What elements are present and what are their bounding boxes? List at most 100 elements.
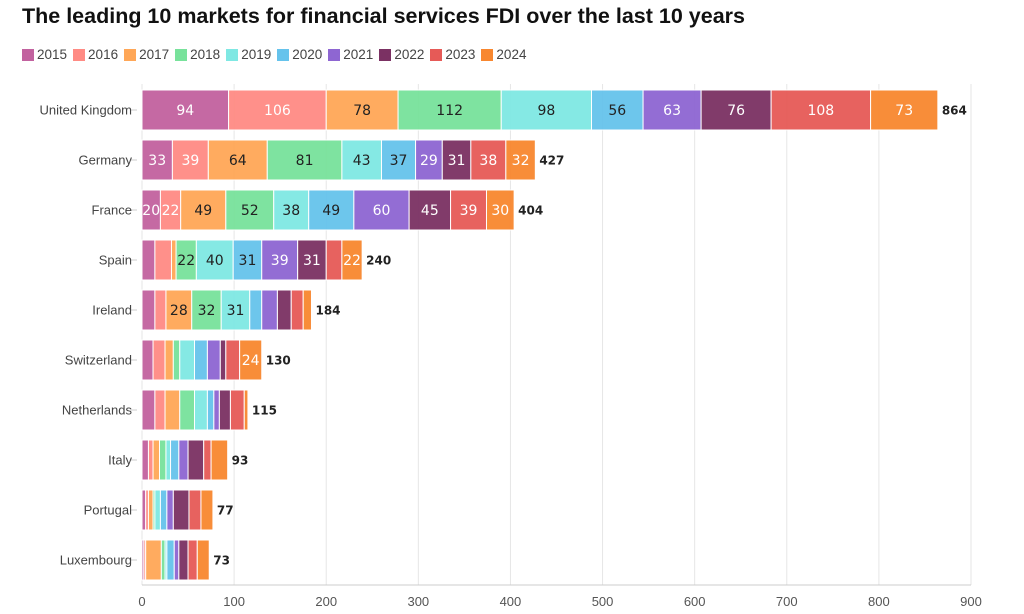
bar-segment-2022[interactable] [172, 489, 190, 531]
bar-segment-2022[interactable] [700, 89, 772, 131]
legend-item-2020[interactable]: 2020 [277, 47, 322, 62]
total-label: 77 [217, 504, 234, 518]
bar-segment-2018[interactable] [172, 339, 181, 381]
bar-segment-2024[interactable] [200, 489, 214, 531]
bar-segment-2017[interactable] [152, 439, 161, 481]
bar-segment-2020[interactable] [380, 139, 417, 181]
bar-segment-2021[interactable] [261, 289, 278, 331]
bar-segment-2019[interactable] [179, 339, 196, 381]
bar-segment-2023[interactable] [290, 289, 304, 331]
legend-item-2018[interactable]: 2018 [175, 47, 220, 62]
bar-segment-2022[interactable] [218, 389, 231, 431]
bar-segment-2016[interactable] [152, 339, 166, 381]
bar-segment-2024[interactable] [243, 389, 249, 431]
bar-segment-2017[interactable] [165, 289, 193, 331]
bar-segment-2024[interactable] [302, 289, 312, 331]
bar-segment-2019[interactable] [273, 189, 310, 231]
bar-segment-2017[interactable] [180, 189, 227, 231]
bar-segment-2018[interactable] [191, 289, 222, 331]
legend-item-2016[interactable]: 2016 [73, 47, 118, 62]
bar-segment-2018[interactable] [225, 189, 275, 231]
bar-segment-2024[interactable] [239, 339, 263, 381]
bar-segment-2019[interactable] [154, 489, 161, 531]
bar-segment-2017[interactable] [207, 139, 268, 181]
bar-segment-2024[interactable] [870, 89, 939, 131]
bar-segment-2016[interactable] [154, 289, 167, 331]
bar-segment-2018[interactable] [159, 439, 167, 481]
bar-segment-2015[interactable] [141, 239, 156, 281]
bar-segment-2020[interactable] [591, 89, 644, 131]
x-tick-label: 900 [960, 594, 982, 609]
bar-segment-2024[interactable] [210, 439, 229, 481]
bar-segment-2018[interactable] [160, 539, 166, 581]
bar-segment-2021[interactable] [353, 189, 410, 231]
bar-segment-2021[interactable] [166, 489, 174, 531]
bar-segment-2018[interactable] [266, 139, 343, 181]
legend-item-2024[interactable]: 2024 [481, 47, 526, 62]
bar-segment-2015[interactable] [141, 289, 156, 331]
bar-segment-2024[interactable] [505, 139, 536, 181]
bar-segment-2020[interactable] [206, 389, 215, 431]
bar-segment-2017[interactable] [147, 489, 154, 531]
bar-segment-2021[interactable] [642, 89, 702, 131]
bar-segment-2015[interactable] [141, 89, 230, 131]
bar-segment-2024[interactable] [341, 239, 363, 281]
bar-segment-2020[interactable] [194, 339, 208, 381]
bar-segment-2015[interactable] [141, 489, 147, 531]
bar-segment-2021[interactable] [206, 339, 221, 381]
bar-segment-2023[interactable] [187, 539, 198, 581]
legend-swatch [22, 48, 34, 61]
bar-segment-2020[interactable] [249, 289, 263, 331]
bar-segment-2024[interactable] [485, 189, 515, 231]
bar-segment-2019[interactable] [500, 89, 593, 131]
segment-label: 73 [895, 103, 913, 119]
legend-item-2021[interactable]: 2021 [328, 47, 373, 62]
bar-segment-2023[interactable] [188, 489, 202, 531]
bar-segment-2024[interactable] [196, 539, 210, 581]
bar-segment-2020[interactable] [232, 239, 263, 281]
bar-segment-2019[interactable] [195, 239, 234, 281]
bar-segment-2020[interactable] [159, 489, 168, 531]
bar-segment-2021[interactable] [173, 539, 180, 581]
bar-segment-2023[interactable] [450, 189, 487, 231]
bar-segment-2021[interactable] [178, 439, 189, 481]
bar-segment-2021[interactable] [415, 139, 443, 181]
bar-segment-2023[interactable] [770, 89, 872, 131]
bar-segment-2017[interactable] [170, 239, 177, 281]
bar-segment-2015[interactable] [141, 439, 149, 481]
bar-segment-2017[interactable] [164, 339, 174, 381]
bar-segment-2020[interactable] [308, 189, 355, 231]
bar-segment-2018[interactable] [179, 389, 196, 431]
bar-segment-2017[interactable] [164, 389, 181, 431]
bar-segment-2023[interactable] [470, 139, 507, 181]
bar-segment-2022[interactable] [178, 539, 189, 581]
bar-segment-2023[interactable] [325, 239, 343, 281]
bar-segment-2019[interactable] [220, 289, 251, 331]
bar-segment-2022[interactable] [441, 139, 472, 181]
bar-segment-2022[interactable] [187, 439, 205, 481]
bar-segment-2017[interactable] [325, 89, 399, 131]
bar-segment-2019[interactable] [165, 439, 172, 481]
bar-segment-2023[interactable] [203, 439, 212, 481]
legend-item-2023[interactable]: 2023 [430, 47, 475, 62]
legend-item-2017[interactable]: 2017 [124, 47, 169, 62]
bar-segment-2020[interactable] [166, 539, 175, 581]
bar-segment-2020[interactable] [170, 439, 180, 481]
bar-segment-2021[interactable] [213, 389, 220, 431]
bar-segment-2023[interactable] [229, 389, 245, 431]
bar-segment-2022[interactable] [276, 289, 292, 331]
bar-segment-2016[interactable] [147, 439, 154, 481]
bar-segment-2023[interactable] [225, 339, 241, 381]
bar-segment-2016[interactable] [154, 389, 166, 431]
bar-segment-2021[interactable] [261, 239, 299, 281]
legend-item-2022[interactable]: 2022 [379, 47, 424, 62]
legend-item-2019[interactable]: 2019 [226, 47, 271, 62]
bar-segment-2019[interactable] [194, 389, 208, 431]
legend-item-2015[interactable]: 2015 [22, 47, 67, 62]
bar-segment-2015[interactable] [141, 389, 156, 431]
bar-segment-2022[interactable] [219, 339, 227, 381]
bar-segment-2022[interactable] [297, 239, 327, 281]
bar-segment-2016[interactable] [154, 239, 172, 281]
bar-segment-2015[interactable] [141, 339, 154, 381]
bar-segment-2017[interactable] [145, 539, 162, 581]
